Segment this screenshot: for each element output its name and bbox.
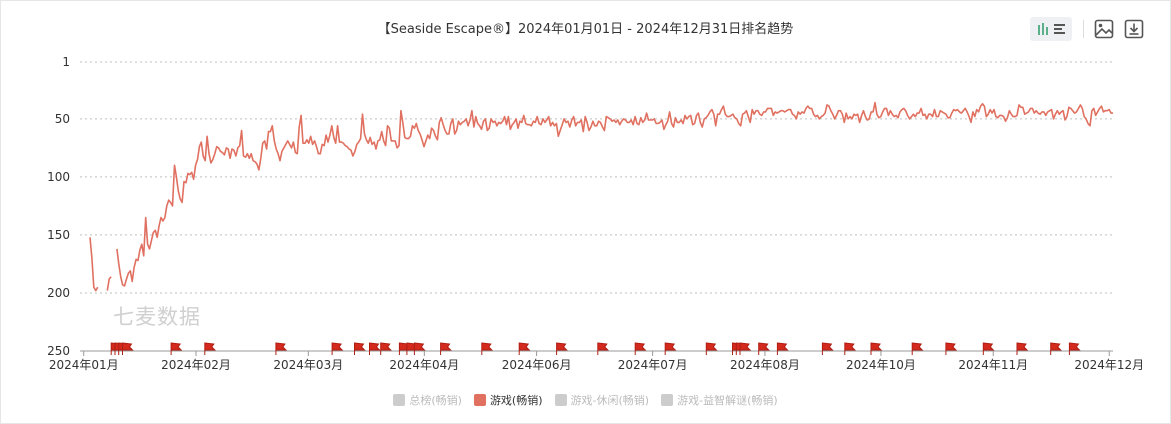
toolbar-divider	[1083, 20, 1084, 38]
legend-label: 游戏(畅销)	[489, 394, 543, 407]
event-flag-icon	[664, 342, 677, 355]
event-flag-icon	[758, 342, 770, 355]
event-flag-icon	[481, 342, 494, 355]
event-flag-icon	[945, 342, 958, 355]
x-tick-label: 2024年01月	[49, 358, 119, 372]
event-flag-icon	[204, 342, 217, 355]
event-flag-icon	[1068, 342, 1081, 355]
legend-label: 游戏-休闲(畅销)	[570, 394, 650, 407]
event-flag-icon	[705, 342, 718, 355]
x-tick-label: 2024年06月	[502, 358, 572, 372]
y-tick-label: 1	[62, 55, 70, 69]
x-tick-label: 2024年04月	[389, 358, 459, 372]
download-icon[interactable]	[1122, 17, 1146, 41]
event-flag-icon	[440, 342, 452, 355]
watermark: 七麦数据	[113, 305, 201, 329]
event-flag-icon	[821, 342, 834, 355]
event-flag-icon	[776, 342, 789, 355]
legend-item-2[interactable]: 游戏-休闲(畅销)	[554, 392, 650, 408]
event-flag-icon	[844, 342, 857, 355]
chart-legend: 总榜(畅销) 游戏(畅销) 游戏-休闲(畅销) 游戏-益智解谜(畅销)	[0, 392, 1171, 408]
x-tick-label: 2024年08月	[730, 358, 800, 372]
event-flag-icon	[122, 342, 134, 355]
legend-item-1[interactable]: 游戏(畅销)	[473, 392, 543, 408]
event-flag-icon	[380, 342, 392, 355]
event-flag-icon	[556, 342, 568, 355]
event-flag-icon	[518, 342, 531, 355]
legend-swatch	[393, 394, 406, 406]
event-flag-icon	[597, 342, 610, 355]
event-flag-icon	[634, 342, 647, 355]
event-flag-icon	[413, 342, 426, 355]
x-tick-label: 2024年03月	[273, 358, 343, 372]
x-tick-label: 2024年02月	[161, 358, 231, 372]
event-flag-icon	[275, 342, 288, 355]
event-flag-icon	[1050, 342, 1062, 355]
save-image-icon[interactable]	[1092, 17, 1116, 41]
y-tick-label: 100	[47, 170, 70, 184]
x-tick-label: 2024年11月	[958, 358, 1028, 372]
event-flag-icon	[354, 342, 366, 355]
legend-swatch	[661, 394, 674, 406]
event-flag-icon	[1016, 342, 1029, 355]
event-flag-icon	[911, 342, 924, 355]
event-flag-icon	[331, 342, 344, 355]
series-line	[106, 276, 112, 291]
legend-swatch	[473, 394, 486, 406]
chart-toggle-icon[interactable]	[1030, 17, 1072, 41]
y-tick-label: 200	[47, 286, 70, 300]
chart-title: 【Seaside Escape®】2024年01月01日 - 2024年12月3…	[377, 22, 794, 37]
event-flag-icon	[170, 342, 183, 355]
x-tick-label: 2024年10月	[846, 358, 916, 372]
legend-label: 总榜(畅销)	[409, 394, 462, 407]
event-flag-icon	[982, 342, 995, 355]
legend-item-3[interactable]: 游戏-益智解谜(畅销)	[661, 392, 778, 408]
event-flag-icon	[870, 342, 883, 355]
event-flag-icon	[369, 342, 381, 355]
series-line	[89, 237, 99, 292]
x-tick-label: 2024年12月	[1074, 358, 1144, 372]
legend-swatch	[554, 394, 567, 406]
y-tick-label: 150	[47, 228, 70, 242]
x-tick-label: 2024年07月	[618, 358, 688, 372]
y-tick-label: 50	[55, 112, 70, 126]
series-line	[116, 101, 1113, 287]
legend-item-0[interactable]: 总榜(畅销)	[393, 392, 462, 408]
event-flag-icon	[739, 342, 752, 355]
y-tick-label: 250	[47, 344, 70, 358]
legend-label: 游戏-益智解谜(畅销)	[677, 394, 778, 407]
